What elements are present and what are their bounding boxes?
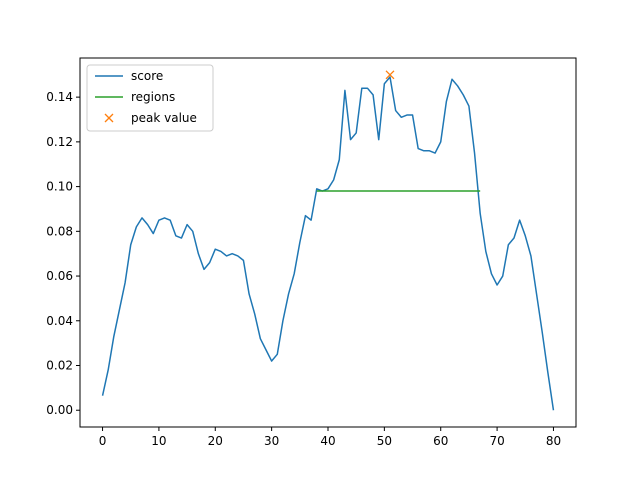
x-tick-label: 80 <box>546 434 561 448</box>
legend-swatch <box>104 113 114 123</box>
y-tick-label: 0.04 <box>46 314 73 328</box>
legend-label: score <box>131 69 163 83</box>
legend: score regions peak value <box>86 64 214 132</box>
legend-box <box>86 64 214 132</box>
series-score-line <box>101 76 555 411</box>
plot-lines <box>101 76 555 411</box>
y-tick-label: 0.08 <box>46 224 73 238</box>
y-tick-label: 0.00 <box>46 403 73 417</box>
y-tick-label: 0.02 <box>46 359 73 373</box>
x-tick-label: 60 <box>433 434 448 448</box>
y-tick-label: 0.12 <box>46 135 73 149</box>
x-axis: 0 10 20 30 40 50 60 70 80 <box>99 427 561 448</box>
y-tick-label: 0.10 <box>46 180 73 194</box>
series-peak-value-marker <box>385 70 395 80</box>
x-tick-label: 10 <box>151 434 166 448</box>
y-axis: 0.00 0.02 0.04 0.06 0.08 0.10 0.12 0.14 <box>46 90 80 417</box>
x-tick-label: 50 <box>377 434 392 448</box>
legend-item-regions: regions <box>95 90 175 104</box>
x-tick-label: 30 <box>264 434 279 448</box>
x-tick-label: 70 <box>489 434 504 448</box>
y-tick-label: 0.06 <box>46 269 73 283</box>
x-tick-label: 0 <box>99 434 107 448</box>
plot-markers <box>385 70 395 80</box>
x-tick-label: 40 <box>320 434 335 448</box>
legend-label: regions <box>131 90 175 104</box>
legend-item-peak-value: peak value <box>104 111 197 125</box>
legend-item-score: score <box>95 69 163 83</box>
legend-label: peak value <box>131 111 197 125</box>
x-tick-label: 20 <box>208 434 223 448</box>
y-tick-label: 0.14 <box>46 90 73 104</box>
